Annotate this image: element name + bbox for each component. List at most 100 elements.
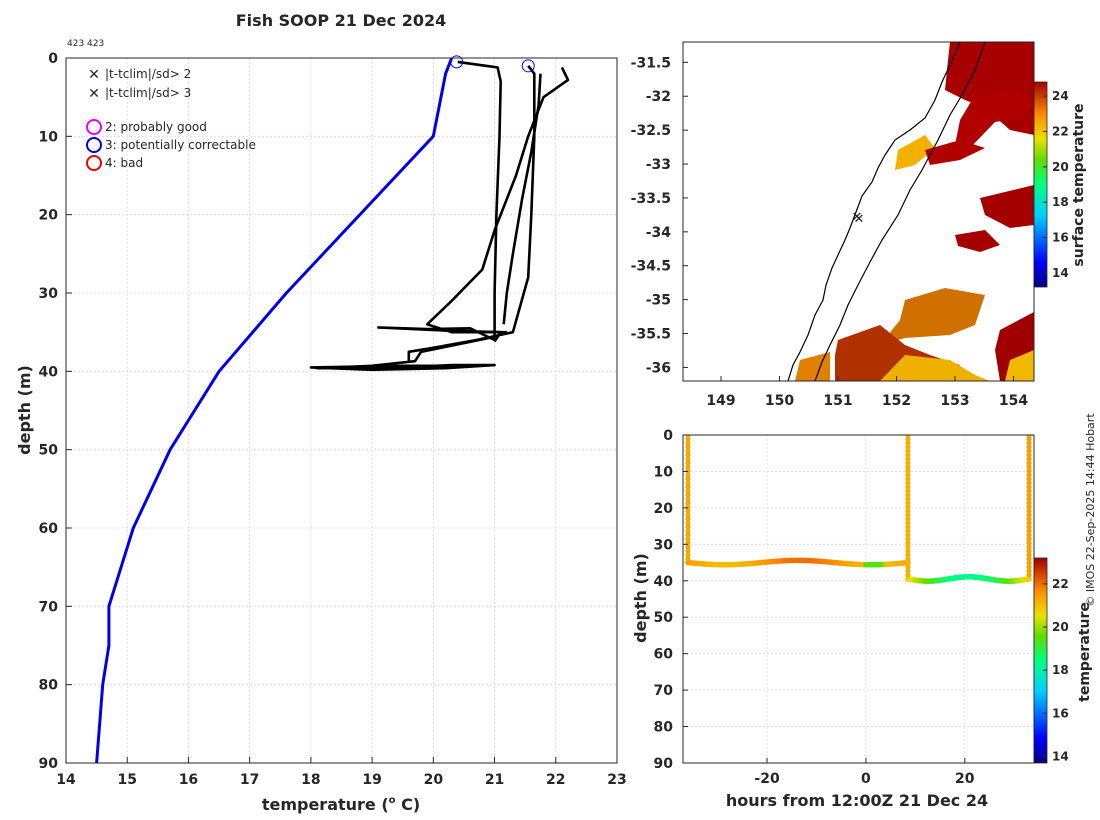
timeseries-point-cast-2 [905, 500, 911, 506]
profile-x-tick-label: 16 [179, 772, 198, 788]
timeseries-point-cast-1 [685, 440, 691, 446]
map-y-tick-label: -32.5 [631, 123, 671, 139]
timeseries-point-cast-2 [905, 544, 911, 550]
timeseries-point-cast-1 [685, 448, 691, 454]
timeseries-point-cast-2 [905, 452, 911, 458]
map-y-ticks: -31.5 -32 -32.5 -33 -33.5 -34 -34.5 -35 -35.5 -36 [631, 55, 688, 376]
timeseries-y-tick-label: 30 [654, 537, 674, 553]
timeseries-colorbar-tick-label: 18 [1052, 663, 1069, 677]
timeseries-point-cast-2 [905, 480, 911, 486]
profile-x-tick-label: 14 [56, 772, 76, 788]
timeseries-point-cast-3 [1026, 548, 1032, 554]
timeseries-point-cast-1 [685, 464, 691, 470]
timeseries-point-cast-1 [685, 544, 691, 550]
chart-title: Fish SOOP 21 Dec 2024 [236, 11, 446, 30]
map-content: ✕ ✕ [787, 42, 1034, 381]
map-y-tick-label: -33 [646, 157, 671, 173]
timeseries-point-cast-3 [1026, 560, 1032, 566]
map-x-tick-label: 152 [882, 393, 911, 409]
profile-y-tick-label: 10 [39, 129, 59, 145]
profile-x-axis-label: temperature (o C) [262, 795, 420, 814]
timeseries-point-cast-3 [1026, 516, 1032, 522]
timeseries-point-cast-1 [685, 456, 691, 462]
profile-x-ticks: 14 15 16 17 18 19 20 21 22 23 [56, 757, 627, 788]
map-colorbar-tick-label: 22 [1052, 124, 1069, 138]
timeseries-point-cast-3 [1026, 472, 1032, 478]
timeseries-point-cast-2 [905, 444, 911, 450]
sst-patch-southeast-warm [1005, 350, 1034, 381]
profile-y-tick-label: 80 [39, 678, 59, 694]
profile-annotations [450, 55, 535, 73]
ship-position-green-marker: ✕ [852, 210, 863, 225]
timeseries-point-cast-1 [685, 512, 691, 518]
legend-blue-circle-marker [86, 137, 102, 153]
map-colorbar-label: surface temperature [1071, 103, 1087, 266]
map-colorbar-tick-label: 20 [1052, 160, 1069, 174]
sst-patch-east-2 [955, 230, 1000, 252]
timeseries-point-cast-1 [685, 472, 691, 478]
timeseries-point-cast-3 [1026, 520, 1032, 526]
profile-y-axis-label: depth (m) [15, 365, 34, 455]
legend-red-circle-marker [86, 155, 102, 171]
timeseries-point-cast-1 [685, 500, 691, 506]
legend-magenta-circle-marker [86, 119, 102, 135]
legend-label-correctable: 3: potentially correctable [105, 138, 256, 152]
timeseries-point-cast-3 [1026, 436, 1032, 442]
profile-plot-area [66, 58, 617, 763]
timeseries-point-cast-1 [685, 536, 691, 542]
map-y-tick-label: -34.5 [631, 259, 671, 275]
timeseries-point-cast-2 [905, 528, 911, 534]
timeseries-point-cast-2 [905, 488, 911, 494]
map-y-tick-label: -33.5 [631, 191, 671, 207]
timeseries-point-cast-3 [1026, 488, 1032, 494]
timeseries-point-cast-3 [1026, 468, 1032, 474]
timeseries-point-cast-2 [905, 440, 911, 446]
map-y-tick-label: -35.5 [631, 327, 671, 343]
timeseries-point-cast-3 [1026, 508, 1032, 514]
map-x-tick-label: 150 [765, 393, 794, 409]
map-y-tick-label: -31.5 [631, 55, 671, 71]
profile-line-profile-5 [425, 66, 570, 334]
legend-label-sd2: |t-tclim|/sd> 2 [105, 67, 191, 81]
timeseries-point-cast-3 [1026, 552, 1032, 558]
profile-legend: ✕ |t-tclim|/sd> 2 ✕ |t-tclim|/sd> 3 2: p… [86, 67, 256, 171]
timeseries-point-cast-2 [905, 540, 911, 546]
timeseries-colorbar [1033, 557, 1048, 764]
timeseries-point-cast-3 [1026, 556, 1032, 562]
profile-y-tick-label: 20 [39, 208, 59, 224]
timeseries-y-tick-label: 20 [654, 501, 674, 517]
profile-y-tick-label: 90 [39, 756, 59, 772]
timeseries-point-cast-3 [1026, 484, 1032, 490]
timeseries-point-cast-3 [1026, 476, 1032, 482]
timeseries-x-axis-label: hours from 12:00Z 21 Dec 24 [726, 791, 988, 810]
timeseries-point-cast-2 [905, 548, 911, 554]
timeseries-point-cast-1 [685, 516, 691, 522]
timeseries-point-cast-1 [685, 488, 691, 494]
timeseries-point-cast-1 [685, 460, 691, 466]
timeseries-point-cast-1 [685, 444, 691, 450]
coastline [787, 42, 961, 381]
profile-series [95, 58, 570, 763]
qc-flag-circle [450, 55, 464, 69]
timeseries-point-cast-2 [905, 536, 911, 542]
profile-y-tick-label: 70 [39, 599, 59, 615]
profile-y-tick-label: 30 [39, 286, 59, 302]
timeseries-point-cast-3 [1026, 456, 1032, 462]
timeseries-point-cast-1 [685, 548, 691, 554]
timeseries-point-cast-3 [1026, 544, 1032, 550]
timeseries-point-cast-1 [685, 436, 691, 442]
timeseries-point-cast-3 [1026, 500, 1032, 506]
sst-patch-south-orange [880, 288, 985, 345]
legend-red-x-marker: ✕ [88, 86, 100, 102]
profile-y-tick-label: 50 [39, 443, 59, 459]
timeseries-colorbar-tick-label: 16 [1052, 706, 1069, 720]
sst-patch-east [980, 185, 1034, 228]
map-colorbar-tick-label: 24 [1052, 89, 1069, 103]
profile-x-tick-label: 20 [424, 772, 444, 788]
timeseries-point-cast-2 [905, 436, 911, 442]
map-y-tick-label: -34 [646, 225, 672, 241]
map-x-tick-label: 149 [706, 393, 735, 409]
timeseries-point-cast-2 [905, 456, 911, 462]
timeseries-point-cast-3 [1026, 448, 1032, 454]
